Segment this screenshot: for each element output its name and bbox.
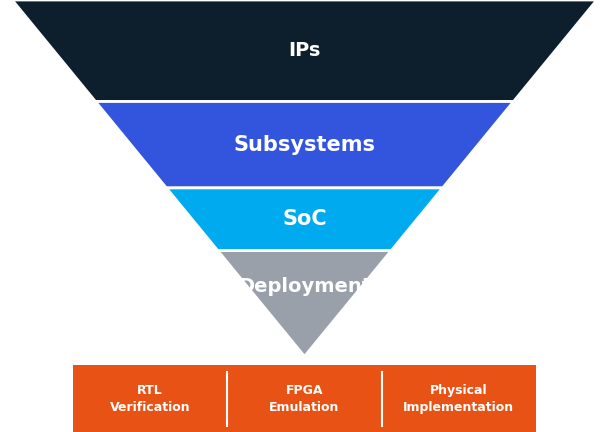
Text: SoC: SoC [282,209,327,229]
Polygon shape [217,251,392,356]
Polygon shape [166,188,443,251]
Text: Deployment: Deployment [238,277,371,295]
Polygon shape [12,0,597,102]
Bar [73,365,536,432]
Polygon shape [96,102,513,188]
Text: FPGA
Emulation: FPGA Emulation [269,384,340,413]
Text: RTL
Verification: RTL Verification [110,384,191,413]
Text: Physical
Implementation: Physical Implementation [403,384,515,413]
Text: Subsystems: Subsystems [233,135,376,155]
Text: IPs: IPs [288,41,321,60]
